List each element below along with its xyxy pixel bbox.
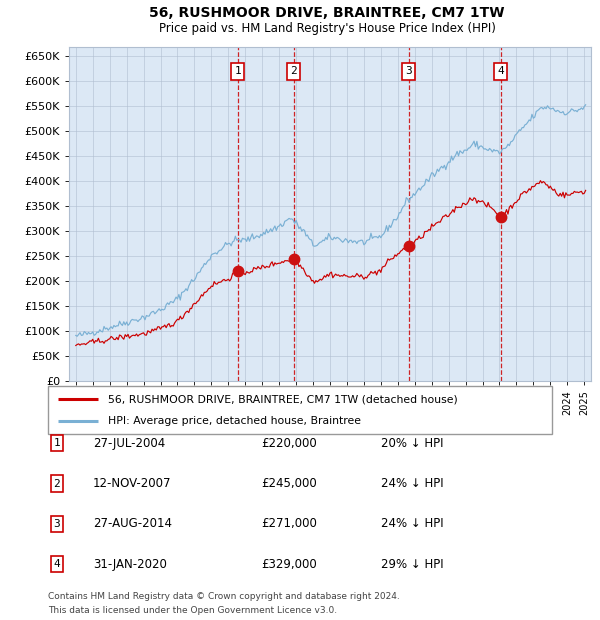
Text: 31-JAN-2020: 31-JAN-2020: [93, 558, 167, 570]
Text: 56, RUSHMOOR DRIVE, BRAINTREE, CM7 1TW: 56, RUSHMOOR DRIVE, BRAINTREE, CM7 1TW: [149, 6, 505, 20]
Text: 56, RUSHMOOR DRIVE, BRAINTREE, CM7 1TW (detached house): 56, RUSHMOOR DRIVE, BRAINTREE, CM7 1TW (…: [109, 394, 458, 404]
Text: 1: 1: [53, 438, 61, 448]
Text: 2: 2: [290, 66, 297, 76]
Text: 24% ↓ HPI: 24% ↓ HPI: [381, 518, 443, 530]
Text: 29% ↓ HPI: 29% ↓ HPI: [381, 558, 443, 570]
Text: 1: 1: [235, 66, 241, 76]
Text: 2: 2: [53, 479, 61, 489]
Text: Price paid vs. HM Land Registry's House Price Index (HPI): Price paid vs. HM Land Registry's House …: [158, 22, 496, 35]
Text: 4: 4: [497, 66, 504, 76]
Text: £271,000: £271,000: [261, 518, 317, 530]
Text: 20% ↓ HPI: 20% ↓ HPI: [381, 437, 443, 450]
Text: 3: 3: [53, 519, 61, 529]
Text: £220,000: £220,000: [261, 437, 317, 450]
Text: 24% ↓ HPI: 24% ↓ HPI: [381, 477, 443, 490]
Text: Contains HM Land Registry data © Crown copyright and database right 2024.: Contains HM Land Registry data © Crown c…: [48, 592, 400, 601]
Text: 27-JUL-2004: 27-JUL-2004: [93, 437, 165, 450]
Text: 12-NOV-2007: 12-NOV-2007: [93, 477, 172, 490]
Text: £329,000: £329,000: [261, 558, 317, 570]
Text: This data is licensed under the Open Government Licence v3.0.: This data is licensed under the Open Gov…: [48, 606, 337, 615]
Text: 27-AUG-2014: 27-AUG-2014: [93, 518, 172, 530]
Text: HPI: Average price, detached house, Braintree: HPI: Average price, detached house, Brai…: [109, 417, 361, 427]
Text: 3: 3: [406, 66, 412, 76]
Text: £245,000: £245,000: [261, 477, 317, 490]
Text: 4: 4: [53, 559, 61, 569]
